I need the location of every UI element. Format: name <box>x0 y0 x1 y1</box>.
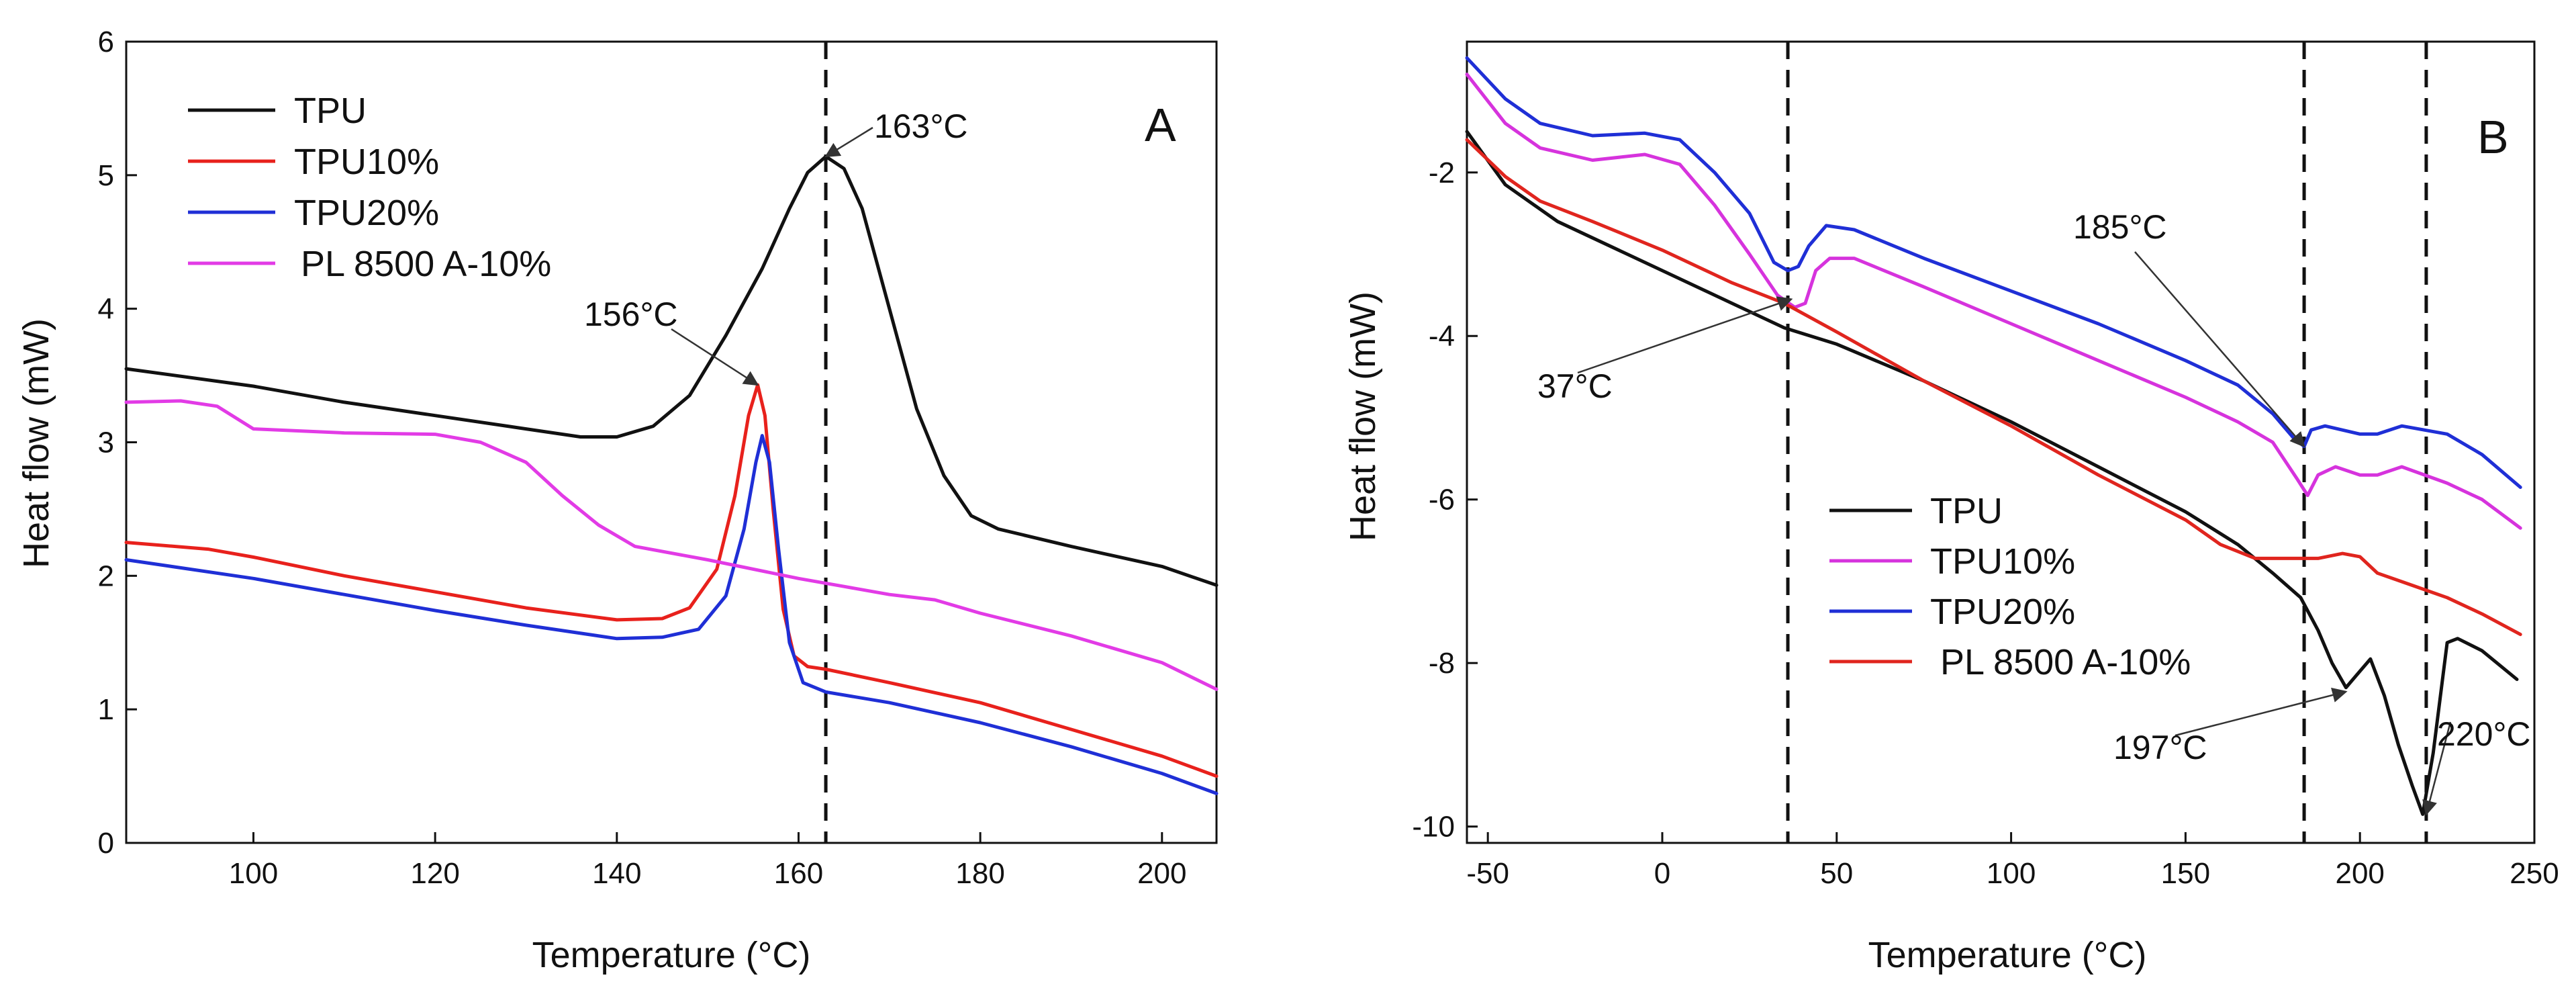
panel-a-y-tick-label-4: 4 <box>98 293 114 326</box>
panel-b: -50 0 50 100 150 200 250 -10 -8 -6 -4 -2 TPU TPU10… <box>1343 40 2559 975</box>
panel-a-y-ticks: 0 1 2 3 4 5 6 <box>98 26 137 860</box>
panel-a-x-tick-label-160: 160 <box>774 857 823 890</box>
svg-text:197°C: 197°C <box>2113 729 2207 766</box>
panel-a-x-axis-title: Temperature (°C) <box>532 935 811 975</box>
panel-b-annotation-label-185: 185°C <box>2073 208 2167 246</box>
legend-b-label-tpu10: TPU10% <box>1930 541 2075 582</box>
svg-text:156°C: 156°C <box>584 296 678 333</box>
svg-text:37°C: 37°C <box>1537 367 1613 405</box>
panel-a-y-tick-label-6: 6 <box>98 26 114 58</box>
svg-text:220°C: 220°C <box>2437 715 2531 753</box>
panel-a-series-line-tpu10pct <box>124 383 1219 778</box>
panel-b-plot-frame <box>1466 40 2536 844</box>
panel-b-annotations <box>1577 251 2452 816</box>
panel-b-x-tick-label-50: -50 <box>1466 857 1509 890</box>
legend-label-tpu10: TPU10% <box>294 142 439 182</box>
panel-a-legend: TPU TPU10% TPU20% PL 8500 A-10% <box>188 91 551 284</box>
panel-b-series-line-tpu20pct <box>1465 56 2522 489</box>
legend-b-label-pl8500: PL 8500 A-10% <box>1940 642 2191 682</box>
panel-a-x-ticks: 100 120 140 160 180 200 <box>229 832 1187 890</box>
panel-b-y-ticks: -10 -8 -6 -4 -2 <box>1412 156 1478 844</box>
panel-a-series <box>124 154 1219 795</box>
svg-text:163°C: 163°C <box>874 107 968 145</box>
panel-a-annotations <box>671 126 873 386</box>
panel-b-y-tick-label-6: -6 <box>1429 484 1455 516</box>
panel-a-y-axis-title: Heat flow (mW) <box>16 318 56 568</box>
panel-a-x-tick-label-180: 180 <box>955 857 1004 890</box>
panel-b-x-tick-label-100: 100 <box>1987 857 2036 890</box>
panel-b-letter: B <box>2477 111 2509 163</box>
panel-b-annotation-label-197: 197°C <box>2113 729 2207 766</box>
panel-a-letter: A <box>1145 99 1176 151</box>
panel-b-reference-lines <box>1786 42 2428 843</box>
panel-b-y-tick-label-10: -10 <box>1412 811 1455 844</box>
legend-b-label-tpu20: TPU20% <box>1930 592 2075 632</box>
svg-text:185°C: 185°C <box>2073 208 2167 246</box>
panel-b-series-line-tpu <box>1465 130 2519 816</box>
panel-b-y-tick-label-4: -4 <box>1429 320 1455 353</box>
panel-a-x-tick-label-120: 120 <box>410 857 459 890</box>
panel-b-y-axis-title: Heat flow (mW) <box>1343 291 1383 541</box>
panel-b-legend: TPU TPU10% TPU20% PL 8500 A-10% <box>1829 491 2191 682</box>
panel-b-x-tick-label-0: 0 <box>1654 857 1670 890</box>
panel-b-x-tick-label-250: 250 <box>2510 857 2559 890</box>
legend-b-label-tpu: TPU <box>1930 491 2003 531</box>
panel-a-y-tick-label-5: 5 <box>98 159 114 192</box>
panel-b-annotation-arrow-37 <box>1577 296 1793 374</box>
panel-a-annotation-arrow-156 <box>671 328 759 386</box>
panel-a-series-line-tpu20pct <box>124 434 1219 795</box>
panel-b-x-tick-label-200: 200 <box>2335 857 2384 890</box>
panel-a-series-line-pl-8500-a-10pct <box>124 399 1219 691</box>
panel-b-x-ticks: -50 0 50 100 150 200 250 <box>1466 832 2559 890</box>
legend-label-tpu20: TPU20% <box>294 193 439 233</box>
panel-a-series-line-tpu <box>124 154 1219 587</box>
panel-b-annotation-arrow-197 <box>2175 687 2348 737</box>
panel-a: 100 120 140 160 180 200 0 1 2 3 4 5 6 TPU TPU10% TP… <box>16 26 1219 975</box>
panel-a-y-tick-label-0: 0 <box>98 827 114 860</box>
panel-b-x-axis-title: Temperature (°C) <box>1868 935 2147 975</box>
panel-a-annotation-label-156: 156°C <box>584 296 678 333</box>
panel-b-series <box>1465 56 2522 816</box>
panel-a-annotation-arrow-163 <box>824 126 873 158</box>
panel-a-y-tick-label-3: 3 <box>98 426 114 459</box>
panel-b-x-tick-label-50: 50 <box>1820 857 1853 890</box>
panel-b-annotation-label-220: 220°C <box>2437 715 2531 753</box>
panel-b-x-tick-label-150: 150 <box>2161 857 2210 890</box>
panel-a-y-tick-label-2: 2 <box>98 559 114 592</box>
panel-b-y-tick-label-2: -2 <box>1429 156 1455 189</box>
panel-b-series-line-tpu10pct <box>1465 73 2522 530</box>
panel-a-y-tick-label-1: 1 <box>98 693 114 726</box>
panel-b-annotation-arrow-185 <box>2134 251 2305 448</box>
panel-a-x-tick-label-140: 140 <box>592 857 641 890</box>
panel-b-annotation-label-37: 37°C <box>1537 367 1613 405</box>
panel-b-y-tick-label-8: -8 <box>1429 647 1455 680</box>
panel-a-annotation-label-163: 163°C <box>874 107 968 145</box>
panel-b-series-line-pl-8500-a-10pct <box>1465 138 2522 637</box>
panel-a-x-tick-label-100: 100 <box>229 857 278 890</box>
legend-label-pl8500: PL 8500 A-10% <box>301 244 551 284</box>
panel-b-annotation-arrow-220 <box>2422 721 2452 816</box>
panel-a-x-tick-label-200: 200 <box>1137 857 1186 890</box>
legend-label-tpu: TPU <box>294 91 367 131</box>
